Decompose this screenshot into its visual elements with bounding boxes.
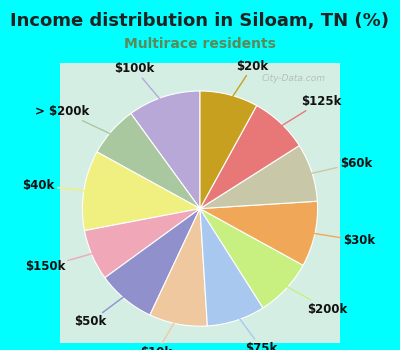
Wedge shape	[200, 209, 263, 326]
Text: $30k: $30k	[306, 232, 376, 247]
Wedge shape	[84, 209, 200, 278]
Wedge shape	[131, 91, 200, 209]
Text: > $200k: > $200k	[36, 105, 118, 138]
Text: $125k: $125k	[275, 95, 341, 130]
FancyBboxPatch shape	[60, 63, 340, 343]
Text: Income distribution in Siloam, TN (%): Income distribution in Siloam, TN (%)	[10, 12, 390, 30]
Wedge shape	[200, 209, 303, 308]
Wedge shape	[200, 201, 318, 265]
Text: City-Data.com: City-Data.com	[262, 74, 326, 83]
Text: $20k: $20k	[228, 60, 269, 104]
Text: $10k: $10k	[140, 315, 179, 350]
Text: $50k: $50k	[74, 292, 130, 328]
Text: $40k: $40k	[22, 179, 93, 192]
Wedge shape	[200, 91, 257, 209]
Text: Multirace residents: Multirace residents	[124, 37, 276, 51]
Wedge shape	[200, 106, 299, 209]
Wedge shape	[105, 209, 200, 315]
Wedge shape	[97, 113, 200, 209]
Text: $100k: $100k	[114, 62, 166, 106]
Text: $150k: $150k	[25, 251, 100, 273]
Wedge shape	[200, 146, 317, 209]
Text: $60k: $60k	[303, 157, 372, 175]
Text: $200k: $200k	[280, 282, 348, 316]
Text: $75k: $75k	[234, 312, 278, 350]
Wedge shape	[150, 209, 207, 326]
Wedge shape	[82, 152, 200, 231]
